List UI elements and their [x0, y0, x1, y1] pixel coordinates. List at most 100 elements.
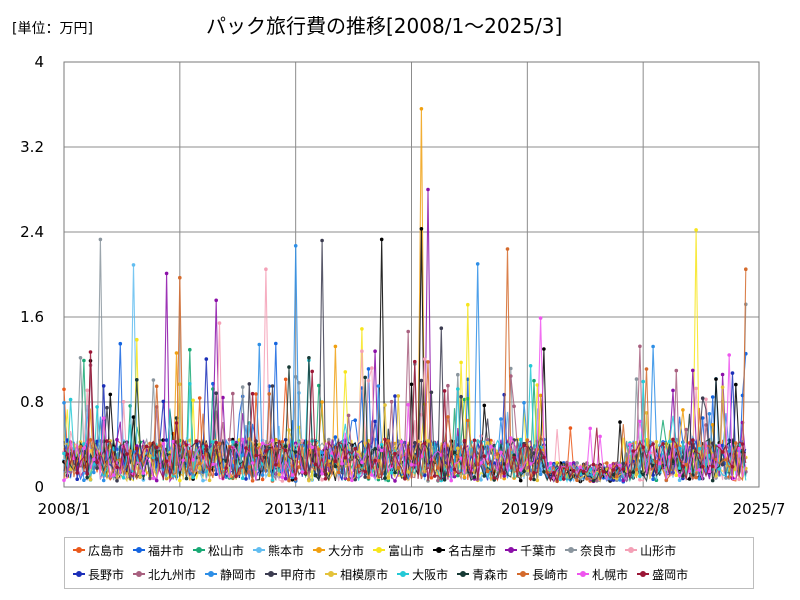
data-point [694, 228, 698, 232]
data-point [75, 471, 79, 475]
data-point [363, 375, 368, 380]
data-point [499, 417, 503, 421]
legend-label: 松山市 [208, 543, 245, 558]
data-point [178, 478, 182, 483]
data-point [734, 382, 738, 387]
data-point [605, 461, 609, 465]
data-point [456, 372, 460, 377]
data-point [234, 474, 238, 479]
unit-label: [単位：万円] [12, 21, 93, 37]
data-point [492, 476, 497, 480]
data-point [661, 442, 665, 446]
data-point [221, 395, 225, 400]
data-point [532, 451, 536, 456]
data-point [350, 478, 354, 483]
data-point [293, 476, 298, 481]
legend-swatch [433, 547, 446, 553]
legend-label: 福井市 [148, 543, 185, 558]
data-point [148, 441, 152, 446]
data-point [346, 413, 351, 418]
data-point [542, 347, 546, 351]
data-point [730, 371, 735, 375]
data-point [68, 397, 73, 402]
data-point [340, 461, 344, 466]
data-point [618, 463, 622, 468]
legend-swatch [265, 571, 278, 577]
data-point [697, 447, 702, 451]
legend-label: 甲府市 [280, 567, 317, 582]
data-point [62, 451, 66, 456]
legend-label: 盛岡市 [652, 567, 689, 582]
data-point [105, 405, 109, 410]
data-point [267, 473, 272, 478]
data-point [181, 458, 185, 463]
data-point [78, 356, 83, 360]
data-point [264, 267, 268, 272]
data-point [144, 444, 149, 449]
x-tick-label: 2022/8 [617, 500, 670, 518]
data-point [687, 469, 692, 473]
data-point [532, 477, 536, 482]
data-point [379, 448, 384, 453]
data-point [664, 478, 669, 482]
data-point [353, 446, 358, 451]
legend-swatch [637, 571, 650, 577]
data-point [406, 402, 411, 407]
data-point [78, 445, 83, 449]
data-point [135, 337, 139, 342]
data-point [419, 107, 424, 111]
data-point [191, 475, 195, 480]
data-point [164, 438, 169, 442]
data-point [386, 439, 391, 443]
data-point [585, 477, 589, 481]
legend-item: 札幌市 [577, 566, 628, 583]
data-point [535, 478, 540, 483]
data-point [118, 341, 123, 346]
data-point [383, 476, 387, 480]
data-point [452, 467, 457, 472]
data-point [101, 384, 106, 388]
data-point [343, 370, 348, 374]
data-point [472, 475, 477, 479]
data-point [101, 416, 106, 421]
data-point [260, 477, 265, 482]
data-point [197, 470, 202, 475]
legend-item: 熊本市 [253, 542, 304, 559]
data-point [138, 475, 142, 479]
data-point [538, 393, 543, 398]
data-point [720, 372, 725, 377]
data-point [459, 360, 463, 365]
data-point [131, 263, 136, 267]
data-point [707, 469, 712, 474]
legend-swatch [457, 571, 470, 577]
data-point [482, 454, 487, 459]
data-point [270, 438, 275, 443]
data-point [68, 467, 73, 472]
data-point [429, 475, 434, 480]
data-point [638, 419, 642, 424]
data-point [399, 439, 404, 444]
data-point [432, 474, 437, 478]
data-point [197, 396, 202, 400]
data-point [95, 466, 99, 470]
data-point [518, 468, 523, 472]
data-point [621, 461, 626, 466]
data-point [214, 440, 218, 445]
data-point [684, 427, 688, 432]
data-point [111, 473, 116, 477]
data-point [201, 478, 205, 483]
data-point [720, 385, 725, 390]
data-point [561, 477, 566, 481]
x-tick-label: 2025/7 [733, 500, 786, 518]
data-point [366, 378, 371, 383]
data-point [681, 408, 685, 412]
data-point [677, 473, 682, 478]
data-point [707, 412, 712, 416]
series-line [63, 248, 747, 484]
data-point [442, 389, 447, 393]
data-point [724, 457, 728, 462]
data-point [598, 434, 602, 439]
data-point [542, 470, 546, 474]
data-point [429, 390, 434, 395]
data-point [611, 472, 616, 477]
